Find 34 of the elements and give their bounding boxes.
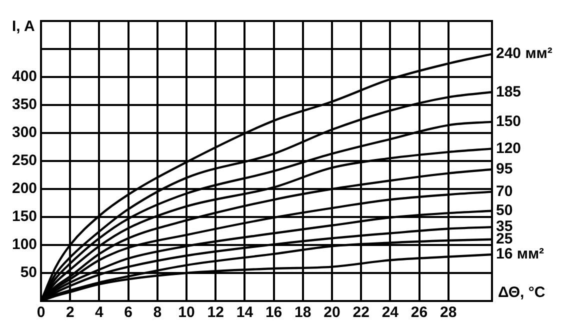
y-tick-label: 400 [12, 68, 38, 86]
y-tick-label: 100 [12, 236, 38, 254]
y-tick-label: 150 [12, 208, 38, 226]
x-tick-label: 4 [95, 304, 104, 322]
x-tick-label: 12 [207, 304, 224, 322]
y-axis-title: I, A [12, 18, 35, 36]
y-tick-label: 200 [12, 180, 38, 198]
series-label: 95 [496, 160, 513, 178]
x-tick-label: 6 [124, 304, 132, 322]
x-tick-label: 0 [36, 304, 46, 322]
y-tick-label: 300 [12, 124, 38, 142]
x-axis-title: ΔΘ, °C [498, 284, 546, 302]
series-label: 16 мм² [496, 246, 544, 263]
series-label: 150 [496, 112, 522, 130]
x-tick-label: 20 [324, 304, 340, 322]
y-tick-label: 50 [20, 264, 38, 282]
x-tick-label: 2 [66, 304, 74, 322]
x-tick-label: 28 [440, 304, 457, 322]
series-label: 25 [496, 230, 513, 248]
series-label: 185 [496, 83, 522, 100]
y-tick-label: 250 [12, 152, 38, 170]
x-tick-label: 22 [352, 304, 370, 322]
x-tick-label: 26 [410, 304, 428, 322]
series-label: 120 [496, 140, 522, 157]
y-tick-label: 350 [12, 96, 38, 114]
x-tick-label: 8 [153, 304, 162, 322]
series-label: 70 [496, 182, 513, 200]
x-tick-label: 18 [294, 304, 312, 322]
series-label: 240 мм² [496, 45, 552, 62]
x-tick-label: 24 [382, 304, 400, 322]
x-tick-label: 16 [265, 304, 282, 322]
series-label: 50 [496, 202, 513, 219]
x-tick-label: 14 [236, 304, 254, 322]
x-tick-label: 10 [178, 304, 195, 322]
